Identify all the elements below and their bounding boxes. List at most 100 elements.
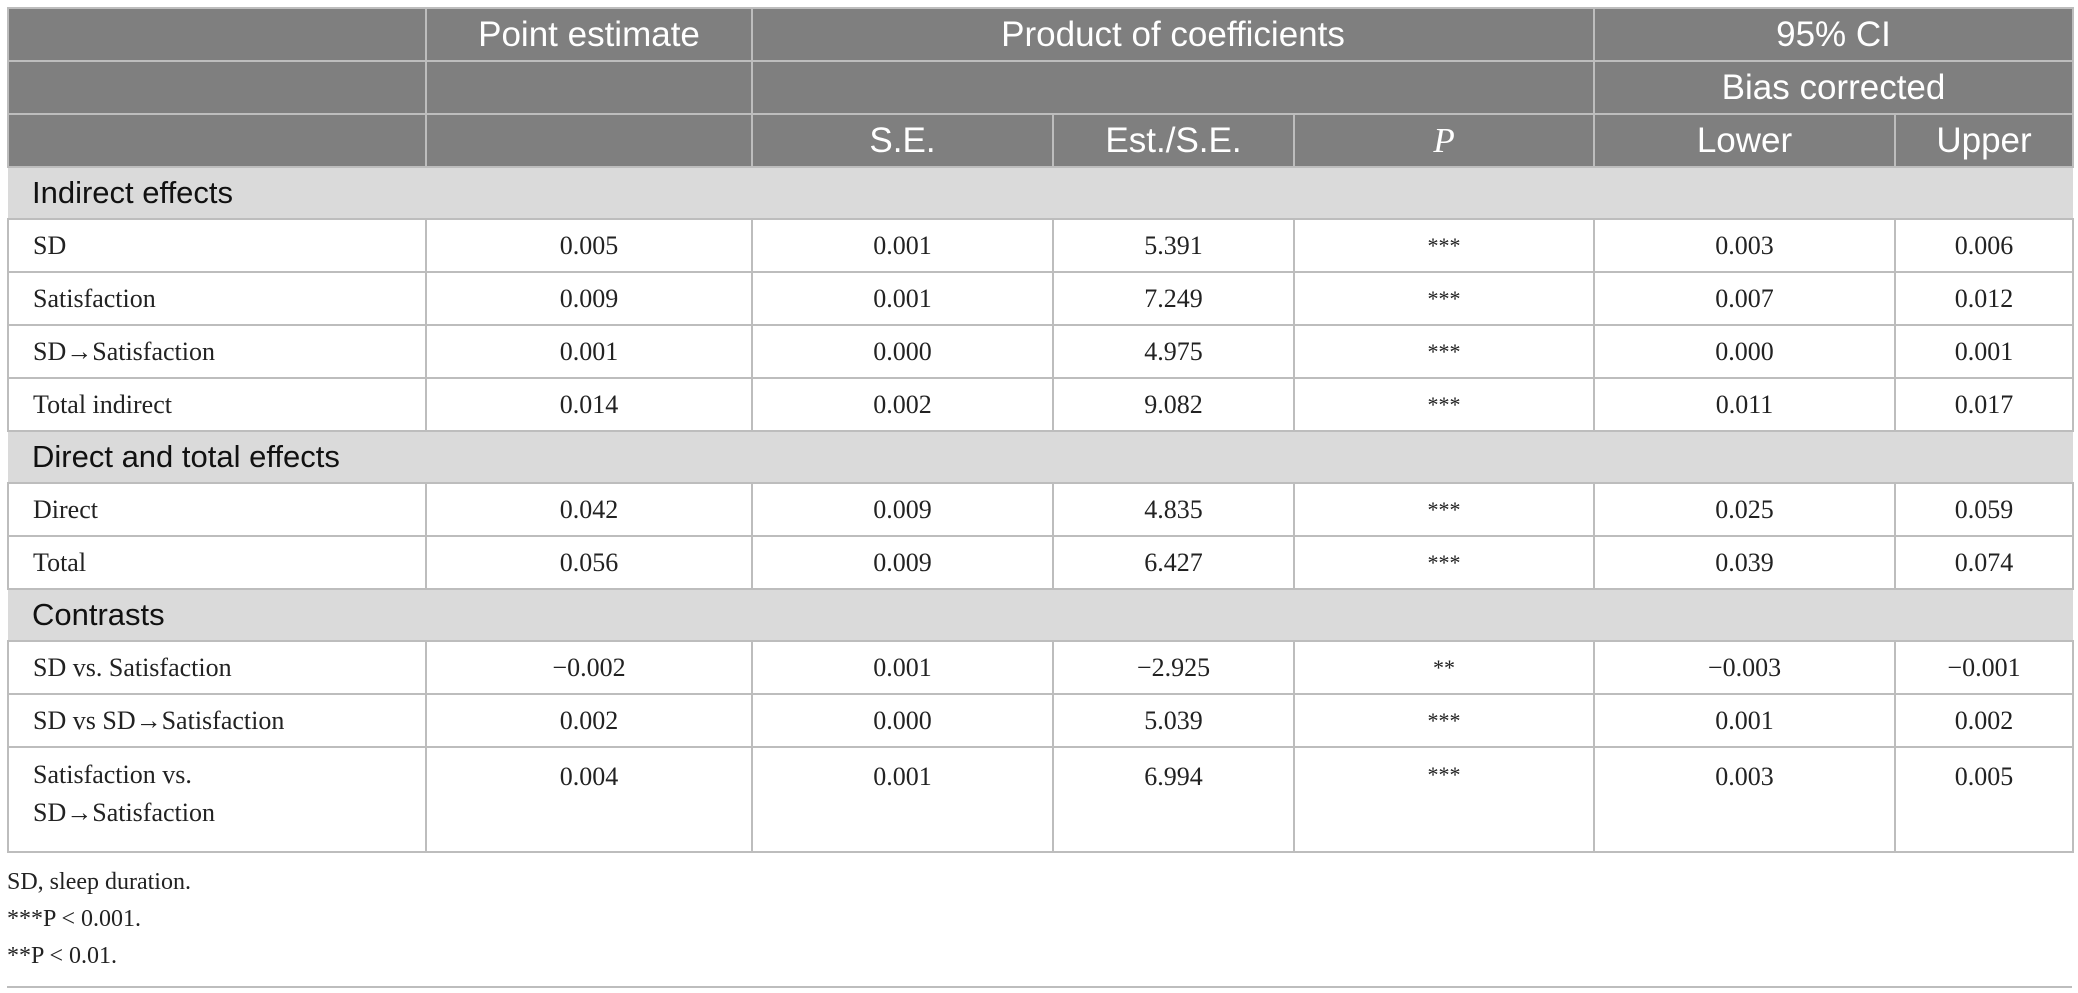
row-label: Satisfaction: [7, 271, 427, 326]
upper-ci-cell: 0.005: [1894, 746, 2075, 853]
est-se-cell: 7.249: [1052, 271, 1295, 326]
se-cell: 0.000: [751, 693, 1054, 748]
p-cell: ***: [1292, 535, 1596, 590]
table-row: Direct 0.042 0.009 4.835 *** 0.025 0.059: [7, 482, 2075, 537]
upper-ci-cell: 0.001: [1894, 324, 2075, 379]
upper-ci-cell: 0.002: [1894, 693, 2075, 748]
se-cell: 0.001: [751, 218, 1054, 273]
row-label: Total: [7, 535, 427, 590]
table-row: SD 0.005 0.001 5.391 *** 0.003 0.006: [7, 218, 2075, 273]
p-cell: ***: [1292, 324, 1596, 379]
lower-ci-cell: 0.003: [1593, 218, 1897, 273]
est-se-cell: 9.082: [1052, 377, 1295, 432]
table-footnotes: SD, sleep duration. ***P < 0.001. **P < …: [7, 864, 191, 975]
header-lower: Lower: [1593, 113, 1897, 168]
section-header-row: Contrasts: [8, 588, 2074, 642]
row-label: SD vs. Satisfaction: [7, 640, 427, 695]
section-title: Direct and total effects: [8, 430, 2074, 484]
header-upper: Upper: [1894, 113, 2075, 168]
upper-ci-cell: 0.006: [1894, 218, 2075, 273]
upper-ci-cell: −0.001: [1894, 640, 2075, 695]
results-table-container: Point estimate Product of coefficients 9…: [7, 7, 2075, 853]
header-95-ci: 95% CI: [1593, 7, 2075, 62]
est-se-cell: 4.835: [1052, 482, 1295, 537]
p-cell: ***: [1292, 746, 1596, 853]
table-row: Total 0.056 0.009 6.427 *** 0.039 0.074: [7, 535, 2075, 590]
row-label: SD vs SD→Satisfaction: [7, 693, 427, 748]
section-title: Contrasts: [8, 588, 2074, 642]
point-estimate-cell: 0.002: [425, 693, 753, 748]
point-estimate-cell: 0.004: [425, 746, 753, 853]
upper-ci-cell: 0.074: [1894, 535, 2075, 590]
point-estimate-cell: 0.042: [425, 482, 753, 537]
footnote-p-001: ***P < 0.001.: [7, 906, 141, 932]
table-row: SD→Satisfaction 0.001 0.000 4.975 *** 0.000 0.…: [7, 324, 2075, 379]
footnote-p-01: **P < 0.01.: [7, 943, 117, 969]
lower-ci-cell: 0.001: [1593, 693, 1897, 748]
section-header-row: Direct and total effects: [8, 430, 2074, 484]
se-cell: 0.009: [751, 482, 1054, 537]
section-title: Indirect effects: [8, 166, 2074, 220]
lower-ci-cell: 0.039: [1593, 535, 1897, 590]
point-estimate-cell: 0.014: [425, 377, 753, 432]
header-empty-cell: [7, 113, 427, 168]
point-estimate-cell: 0.056: [425, 535, 753, 590]
header-point-estimate: Point estimate: [425, 7, 753, 62]
upper-ci-cell: 0.059: [1894, 482, 2075, 537]
p-cell: ***: [1292, 271, 1596, 326]
est-se-cell: 5.391: [1052, 218, 1295, 273]
row-label: Total indirect: [7, 377, 427, 432]
lower-ci-cell: 0.003: [1593, 746, 1897, 853]
se-cell: 0.002: [751, 377, 1054, 432]
table-row: SD vs SD→Satisfaction 0.002 0.000 5.039 *** 0…: [7, 693, 2075, 748]
mediation-results-table: Point estimate Product of coefficients 9…: [7, 7, 2075, 853]
lower-ci-cell: 0.025: [1593, 482, 1897, 537]
lower-ci-cell: 0.000: [1593, 324, 1897, 379]
se-cell: 0.009: [751, 535, 1054, 590]
header-empty-cell: [425, 113, 753, 168]
row-label: Satisfaction vs. SD→Satisfaction: [7, 746, 427, 853]
row-label: SD→Satisfaction: [7, 324, 427, 379]
footnote-abbreviation: SD, sleep duration.: [7, 869, 191, 895]
lower-ci-cell: −0.003: [1593, 640, 1897, 695]
header-se: S.E.: [751, 113, 1054, 168]
point-estimate-cell: 0.005: [425, 218, 753, 273]
bottom-rule: [7, 986, 2072, 988]
se-cell: 0.001: [751, 640, 1054, 695]
p-cell: ***: [1292, 482, 1596, 537]
table-header: Point estimate Product of coefficients 9…: [7, 7, 2075, 168]
est-se-cell: 4.975: [1052, 324, 1295, 379]
p-cell: ***: [1292, 377, 1596, 432]
est-se-cell: 6.994: [1052, 746, 1295, 853]
header-p: P: [1292, 113, 1596, 168]
se-cell: 0.001: [751, 746, 1054, 853]
upper-ci-cell: 0.017: [1894, 377, 2075, 432]
table-body: Indirect effects SD 0.005 0.001 5.391 *** 0.00…: [7, 166, 2075, 853]
table-row: SD vs. Satisfaction −0.002 0.001 −2.925 ** −0…: [7, 640, 2075, 695]
p-cell: ***: [1292, 218, 1596, 273]
se-cell: 0.001: [751, 271, 1054, 326]
header-empty-cell: [750, 60, 1596, 115]
header-bias-corrected: Bias corrected: [1593, 60, 2075, 115]
p-cell: **: [1292, 640, 1596, 695]
table-row: Satisfaction vs. SD→Satisfaction 0.004 0.00…: [7, 746, 2075, 853]
lower-ci-cell: 0.007: [1593, 271, 1897, 326]
row-label: Direct: [7, 482, 427, 537]
header-empty-cell: [7, 60, 427, 115]
p-cell: ***: [1292, 693, 1596, 748]
est-se-cell: 5.039: [1052, 693, 1295, 748]
table-row: Total indirect 0.014 0.002 9.082 *** 0.011 0.0…: [7, 377, 2075, 432]
header-est-se: Est./S.E.: [1052, 113, 1295, 168]
point-estimate-cell: 0.001: [425, 324, 753, 379]
lower-ci-cell: 0.011: [1593, 377, 1897, 432]
row-label: SD: [7, 218, 427, 273]
se-cell: 0.000: [751, 324, 1054, 379]
point-estimate-cell: −0.002: [425, 640, 753, 695]
section-header-row: Indirect effects: [8, 166, 2074, 220]
table-row: Satisfaction 0.009 0.001 7.249 *** 0.007 0.012: [7, 271, 2075, 326]
est-se-cell: 6.427: [1052, 535, 1295, 590]
est-se-cell: −2.925: [1052, 640, 1295, 695]
header-empty-cell: [425, 60, 753, 115]
point-estimate-cell: 0.009: [425, 271, 753, 326]
upper-ci-cell: 0.012: [1894, 271, 2075, 326]
